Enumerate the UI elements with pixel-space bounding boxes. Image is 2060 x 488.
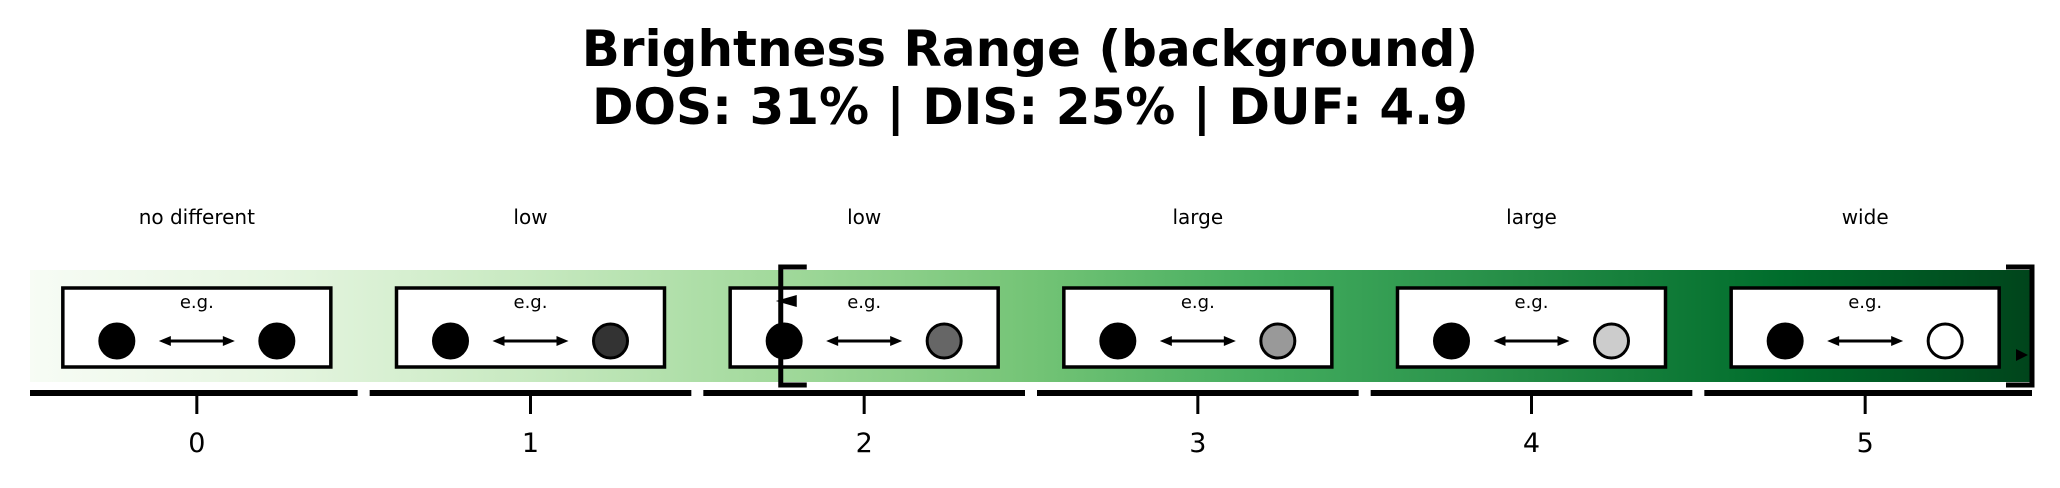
example-left-circle — [432, 322, 469, 360]
chart-title: Brightness Range (background) — [581, 20, 1479, 78]
range-marker-left — [775, 295, 797, 307]
chart-title-block: Brightness Range (background) DOS: 31% |… — [0, 20, 2060, 136]
x-tick-label: 1 — [522, 428, 539, 459]
arrow-head-left — [826, 336, 839, 346]
x-tick-label: 5 — [1857, 428, 1874, 459]
arrow-head-right — [1223, 336, 1236, 346]
example-right-circle — [1926, 322, 1964, 360]
arrow-head-left — [1827, 336, 1840, 346]
arrow-head-right — [222, 336, 235, 346]
category-label: wide — [1842, 205, 1889, 229]
category-label: large — [1172, 205, 1223, 229]
arrow-head-right — [1557, 336, 1570, 346]
example-right-circle — [925, 322, 963, 360]
range-bracket-right — [2006, 264, 2035, 388]
example-right-circle — [258, 322, 296, 360]
category-label: low — [513, 205, 547, 229]
range-marker-right — [2016, 349, 2028, 361]
example-label: e.g. — [847, 292, 881, 313]
example-left-circle — [98, 322, 136, 360]
chart-subtitle: DOS: 31% | DIS: 25% | DUF: 4.9 — [592, 78, 1468, 136]
example-left-circle — [765, 322, 803, 360]
x-tick-label: 4 — [1523, 428, 1540, 459]
arrow-head-right — [1891, 336, 1904, 346]
example-label: e.g. — [180, 292, 214, 313]
example-right-circle — [592, 322, 629, 360]
arrow-head-right — [556, 336, 569, 346]
category-label: no different — [139, 205, 255, 229]
category-label: large — [1506, 205, 1557, 229]
arrow-head-left — [492, 336, 505, 346]
arrow-head-left — [1493, 336, 1506, 346]
gradient-band — [30, 270, 2032, 382]
example-left-circle — [1099, 322, 1137, 360]
example-label: e.g. — [514, 292, 548, 313]
example-left-circle — [1766, 322, 1804, 360]
arrow-head-left — [158, 336, 171, 346]
example-label: e.g. — [1848, 292, 1882, 313]
example-label: e.g. — [1181, 292, 1215, 313]
example-right-circle — [1259, 322, 1297, 360]
example-right-circle — [1593, 322, 1630, 360]
example-label: e.g. — [1515, 292, 1549, 313]
category-label: low — [847, 205, 881, 229]
x-tick-label: 2 — [856, 428, 873, 459]
range-bracket-left — [778, 264, 807, 388]
arrow-head-right — [890, 336, 903, 346]
arrow-head-left — [1159, 336, 1172, 346]
x-tick-label: 0 — [188, 428, 205, 459]
x-tick-label: 3 — [1189, 428, 1206, 459]
example-left-circle — [1433, 322, 1470, 360]
